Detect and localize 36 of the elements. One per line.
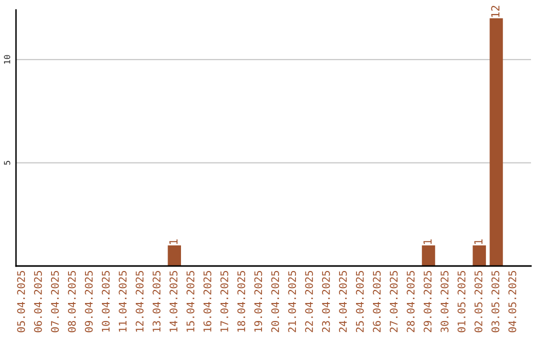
x-tick-label: 16.04.2025 bbox=[203, 271, 212, 332]
x-tick-label: 29.04.2025 bbox=[424, 271, 432, 332]
x-tick-label: 23.04.2025 bbox=[322, 271, 330, 332]
x-tick-label: 11.04.2025 bbox=[118, 271, 127, 332]
data-label: 1 bbox=[424, 239, 432, 244]
x-tick-label: 17.04.2025 bbox=[220, 271, 228, 332]
x-tick-label: 14.04.2025 bbox=[170, 271, 178, 332]
x-tick-label: 27.04.2025 bbox=[390, 271, 398, 332]
x-tick-label: 13.04.2025 bbox=[152, 271, 161, 332]
x-tick-label: 06.04.2025 bbox=[34, 271, 42, 332]
x-tick-label: 07.04.2025 bbox=[50, 271, 59, 332]
data-label: 1 bbox=[169, 239, 178, 244]
x-tick-label: 01.05.2025 bbox=[458, 271, 466, 332]
x-tick-label: 03.05.2025 bbox=[491, 271, 500, 332]
x-tick-label: 19.04.2025 bbox=[254, 271, 262, 332]
x-tick-label: 12.04.2025 bbox=[136, 271, 144, 332]
x-tick-label: 10.04.2025 bbox=[102, 271, 110, 332]
x-tick-label: 30.04.2025 bbox=[440, 271, 448, 332]
data-label: 12 bbox=[491, 6, 500, 17]
x-tick-label: 18.04.2025 bbox=[237, 271, 246, 332]
data-label: 1 bbox=[474, 239, 482, 244]
x-tick-label: 20.04.2025 bbox=[271, 271, 280, 332]
x-tick-label: 09.04.2025 bbox=[84, 271, 93, 332]
y-tick-label: 5 bbox=[4, 160, 10, 165]
x-tick-label: 05.04.2025 bbox=[17, 271, 25, 332]
x-tick-label: 02.05.2025 bbox=[474, 271, 482, 332]
x-tick-label: 21.04.2025 bbox=[288, 271, 296, 332]
x-tick-label: 22.04.2025 bbox=[305, 271, 313, 332]
x-tick-label: 24.04.2025 bbox=[338, 271, 347, 332]
x-tick-label: 08.04.2025 bbox=[68, 271, 76, 332]
x-tick-label: 15.04.2025 bbox=[186, 271, 194, 332]
x-tick-label: 28.04.2025 bbox=[406, 271, 415, 332]
x-tick-label: 26.04.2025 bbox=[372, 271, 381, 332]
x-tick-label: 04.05.2025 bbox=[508, 271, 516, 332]
x-tick-label: 25.04.2025 bbox=[356, 271, 364, 332]
y-tick-label: 10 bbox=[4, 55, 10, 64]
